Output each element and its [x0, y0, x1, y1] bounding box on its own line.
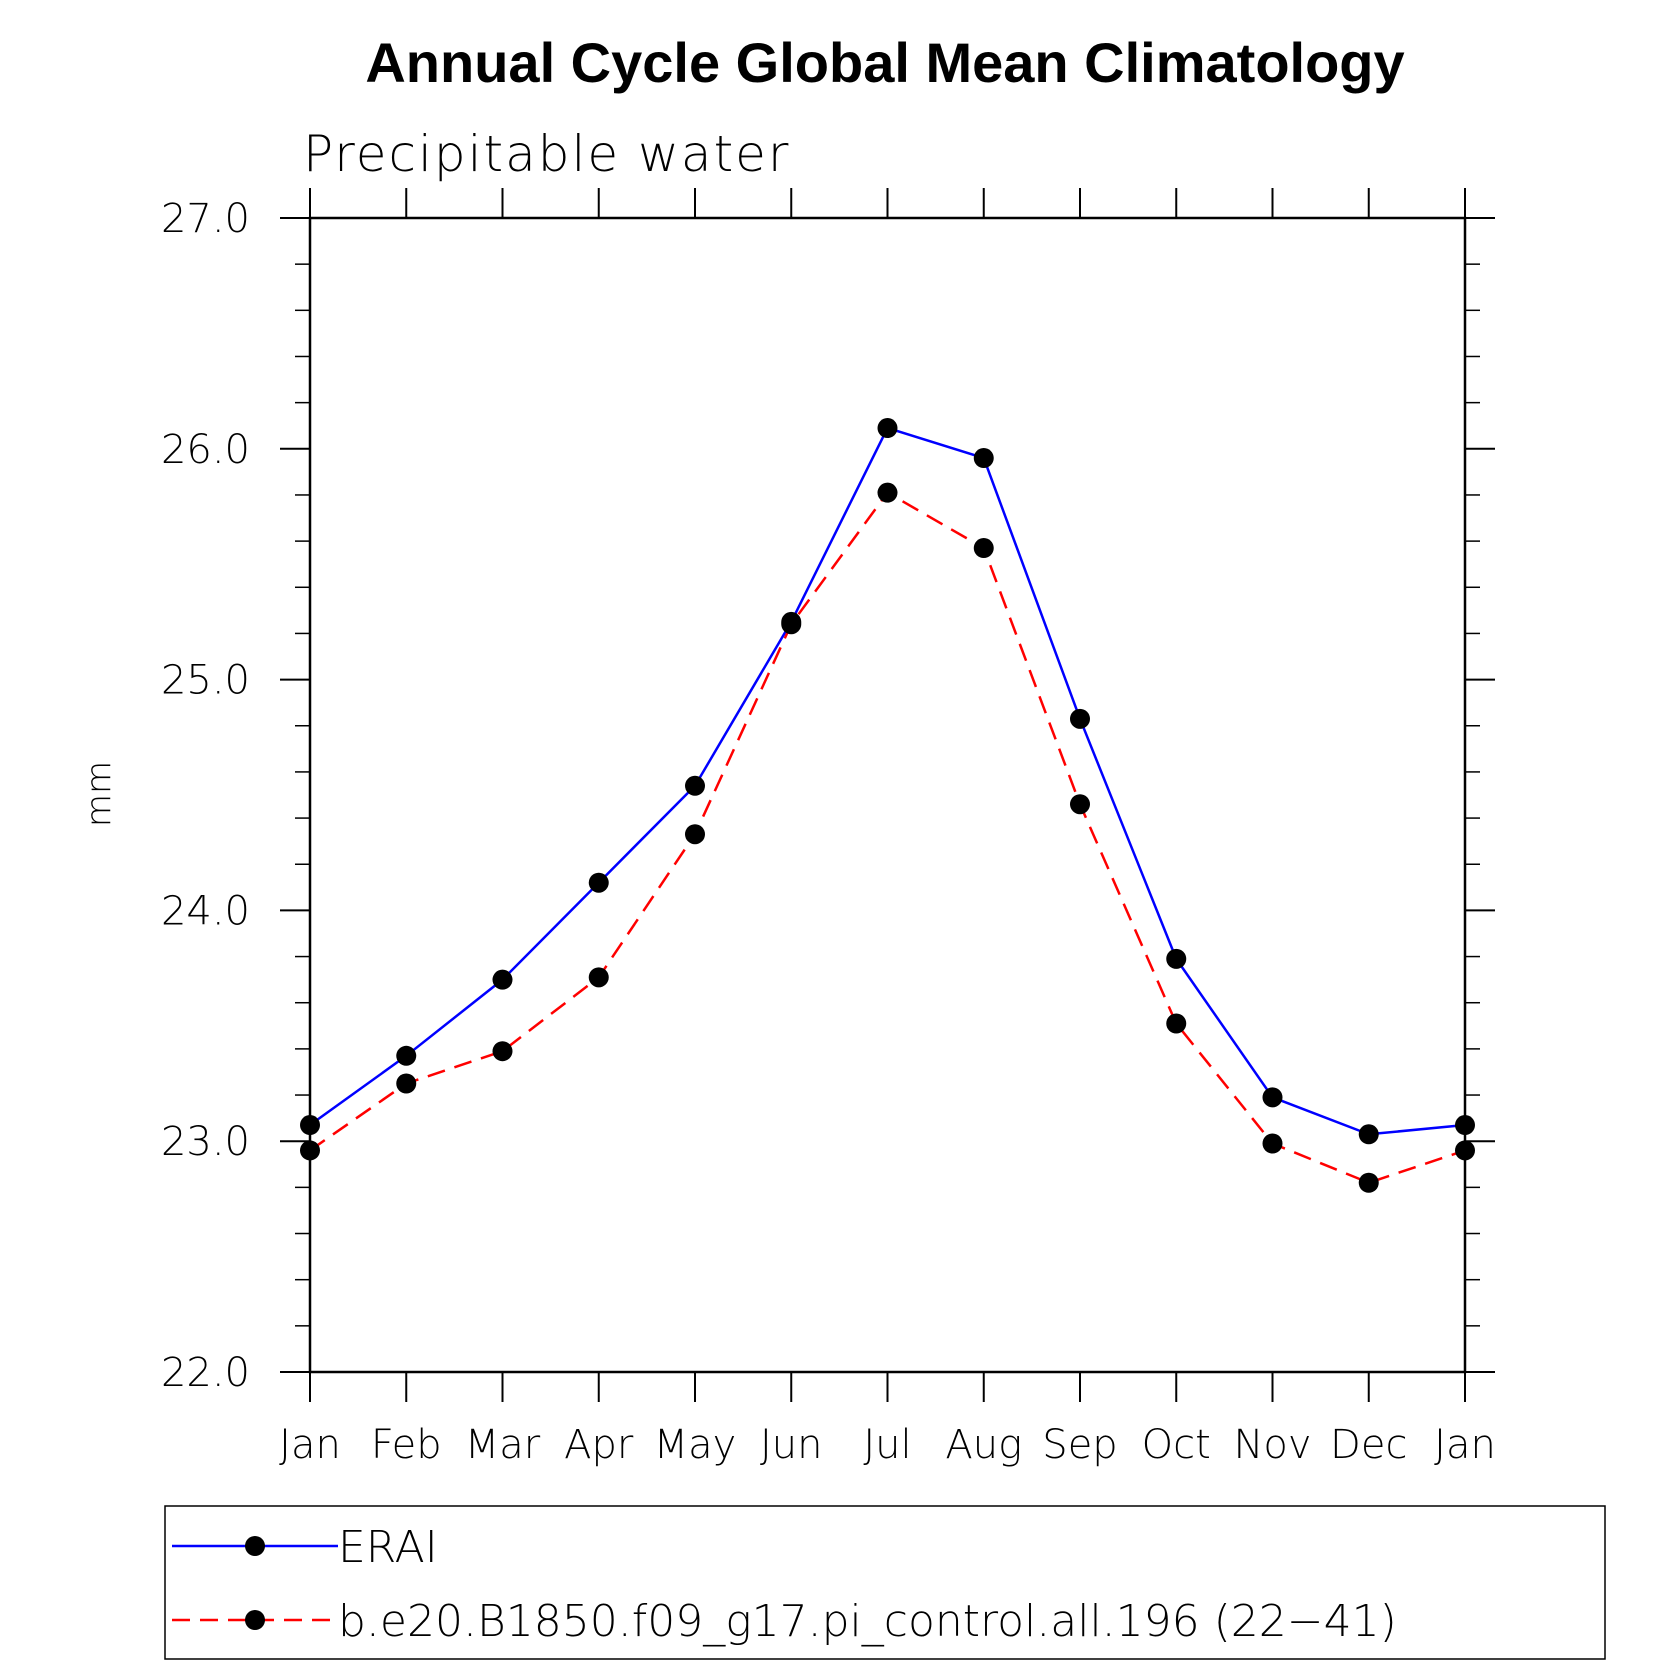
x-tick-label: Nov: [1233, 1422, 1311, 1468]
x-tick-label: Jan: [1434, 1422, 1496, 1468]
y-tick-label: 25.0: [161, 658, 250, 704]
series-1-point: [781, 614, 802, 635]
y-tick-label: 22.0: [161, 1350, 250, 1396]
legend-marker-erai: [245, 1536, 265, 1556]
y-tick-label: 24.0: [161, 888, 250, 934]
series-line-0: [309, 426, 1466, 1136]
legend-marker-model: [245, 1610, 265, 1630]
series-0-point: [588, 872, 609, 893]
series-1-point: [1358, 1172, 1379, 1193]
legend-label-erai: ERAI: [338, 1522, 438, 1573]
legend-label-model: b.e20.B1850.f09_g17.pi_control.all.196 (…: [338, 1596, 1397, 1647]
series-1-point: [685, 824, 705, 845]
series-layer: [300, 418, 1475, 1193]
series-1-point: [300, 1140, 320, 1161]
series-0-point: [1358, 1124, 1379, 1145]
series-0-point: [1166, 948, 1187, 969]
y-tick-label: 27.0: [161, 196, 250, 242]
series-0-point: [1262, 1087, 1283, 1108]
x-tick-label: Jul: [863, 1422, 911, 1468]
series-0-point: [685, 775, 705, 796]
series-0-point: [1455, 1115, 1475, 1136]
x-tick-label: Mar: [465, 1422, 541, 1468]
series-0-point: [973, 448, 994, 469]
x-tick-label: Dec: [1330, 1422, 1407, 1468]
series-0-point: [877, 418, 898, 439]
series-1-point: [973, 538, 994, 559]
plot-axes: Jan Feb Mar Apr May Jun Jul Aug Sep Oct Nov Dec Jan 2…: [161, 188, 1496, 1468]
x-tick-label: May: [654, 1422, 737, 1468]
legend: ERAI b.e20.B1850.f09_g17.pi_control.all.…: [164, 1505, 1606, 1660]
legend-box: [164, 1505, 1606, 1660]
series-0-point: [396, 1045, 417, 1066]
x-tick-label: Feb: [371, 1422, 442, 1468]
series-1-point: [1262, 1133, 1283, 1154]
series-1-point: [492, 1041, 513, 1062]
chart-title: Annual Cycle Global Mean Climatology: [365, 31, 1404, 94]
x-tick-label: Jan: [279, 1422, 341, 1468]
x-tick-label: Aug: [945, 1422, 1022, 1468]
series-1-point: [877, 482, 898, 503]
x-tick-label: Sep: [1042, 1422, 1117, 1468]
y-axis-label: mm: [79, 761, 119, 827]
series-0-point: [300, 1115, 320, 1136]
series-1-point: [396, 1073, 417, 1094]
series-line-1: [309, 491, 1466, 1185]
series-1-point: [1455, 1140, 1475, 1161]
x-tick-label: Oct: [1142, 1422, 1211, 1468]
x-tick-label: Apr: [564, 1422, 634, 1468]
series-1-point: [588, 967, 609, 988]
y-tick-label: 23.0: [161, 1119, 250, 1165]
series-1-point: [1166, 1013, 1187, 1034]
plot-frame: [308, 216, 1467, 1374]
y-tick-label: 26.0: [161, 427, 250, 473]
chart-subtitle: Precipitable water: [303, 125, 791, 183]
series-0-point: [1070, 708, 1090, 729]
series-0-point: [492, 969, 513, 990]
series-1-point: [1070, 794, 1090, 815]
x-tick-label: Jun: [760, 1422, 823, 1468]
